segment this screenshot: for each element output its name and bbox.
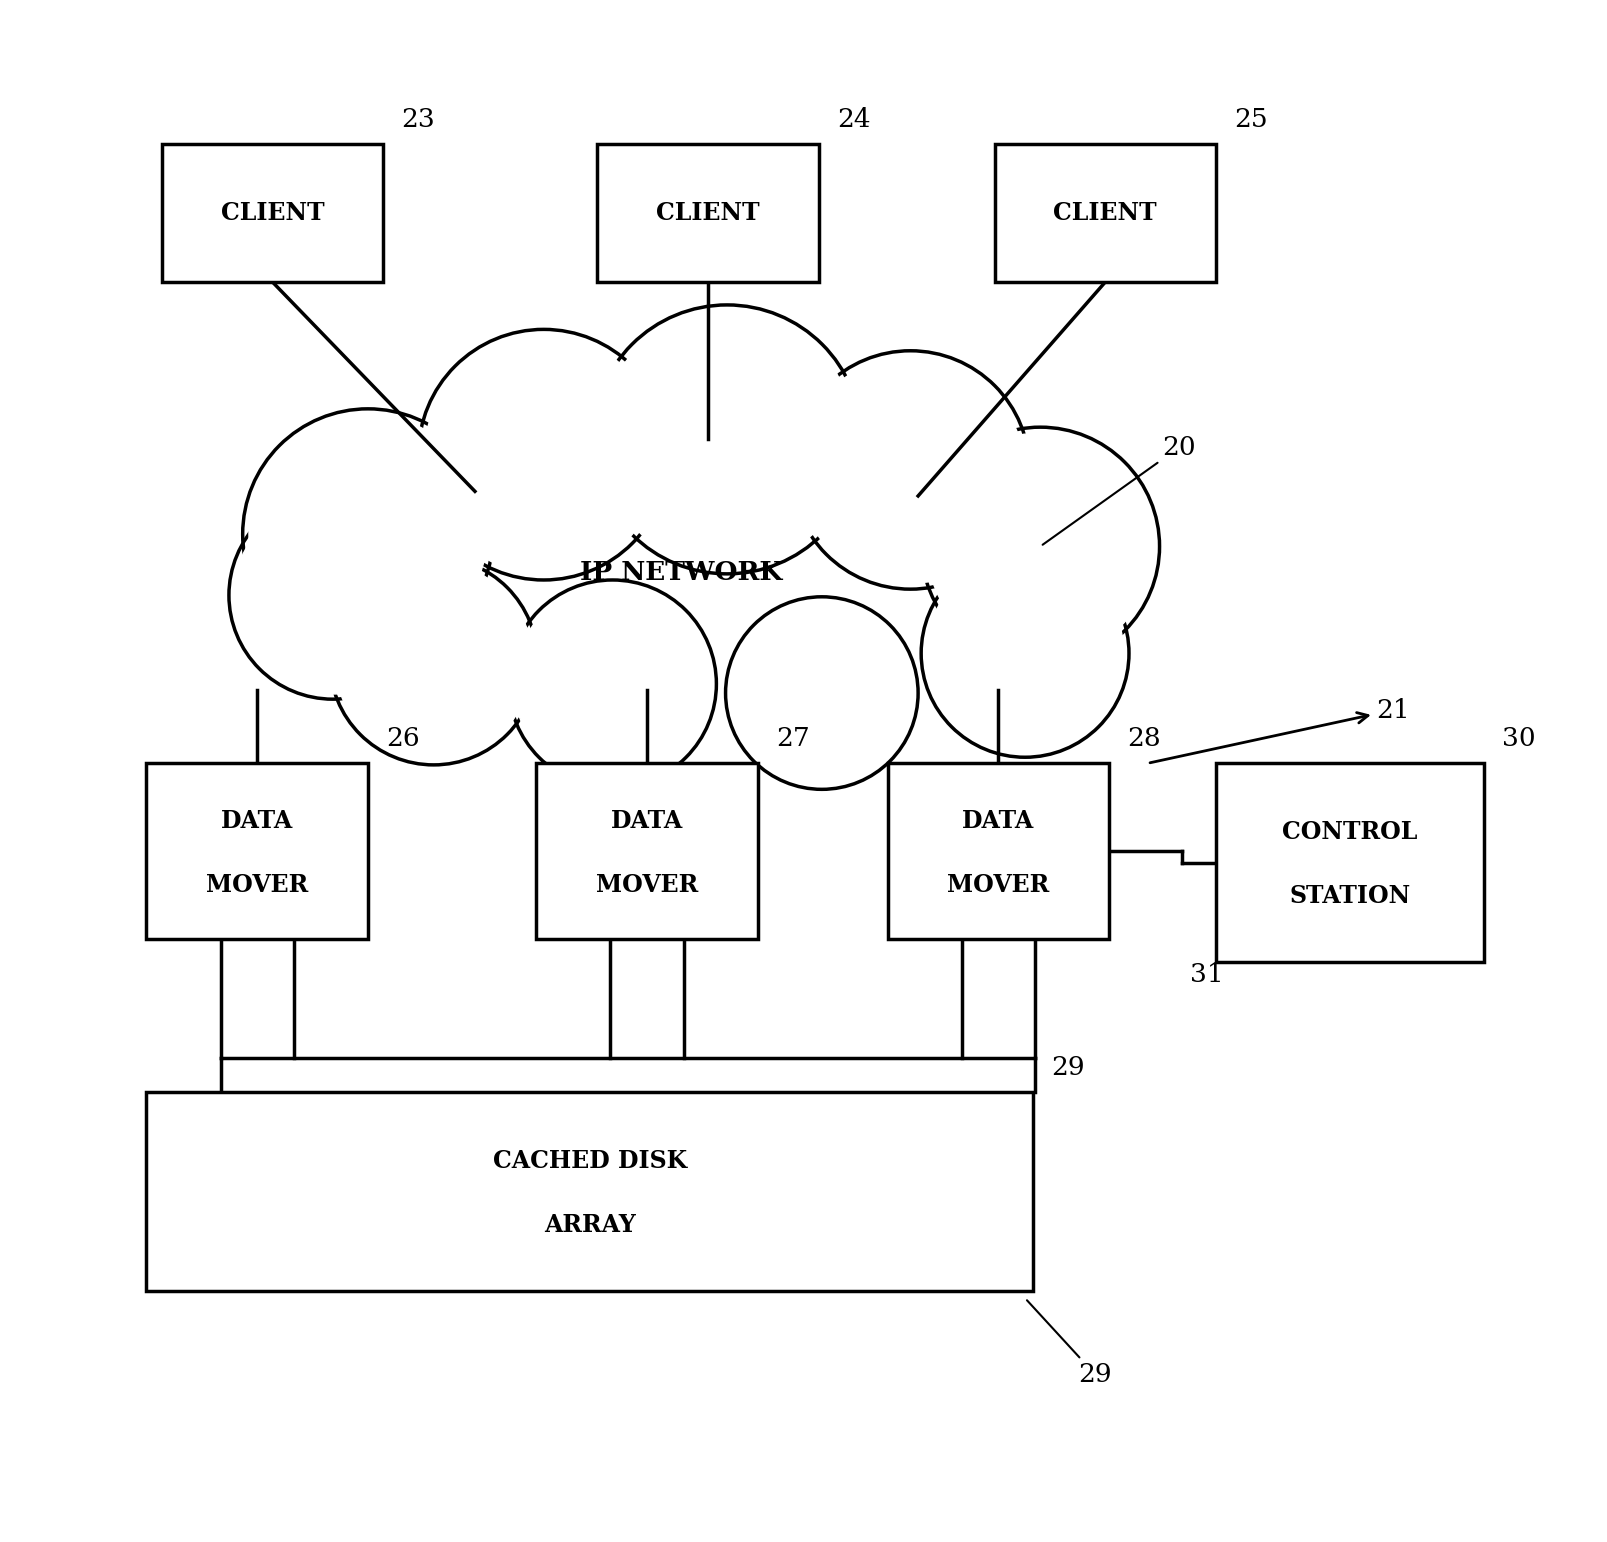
Text: 21: 21 <box>1151 697 1411 763</box>
FancyBboxPatch shape <box>162 145 382 282</box>
Circle shape <box>235 497 432 694</box>
Text: 20: 20 <box>1043 435 1196 544</box>
Circle shape <box>926 555 1123 752</box>
Circle shape <box>593 305 861 574</box>
Circle shape <box>228 492 437 699</box>
Text: 29: 29 <box>1027 1300 1112 1388</box>
Text: 31: 31 <box>1191 962 1225 987</box>
Text: 27: 27 <box>776 726 810 751</box>
Circle shape <box>329 557 538 765</box>
Text: MOVER: MOVER <box>206 873 309 897</box>
Circle shape <box>418 330 669 580</box>
FancyBboxPatch shape <box>887 763 1109 939</box>
FancyBboxPatch shape <box>1216 763 1483 962</box>
Text: DATA: DATA <box>963 808 1035 833</box>
FancyBboxPatch shape <box>598 145 820 282</box>
Circle shape <box>334 563 532 760</box>
Circle shape <box>921 427 1160 666</box>
Circle shape <box>927 433 1154 660</box>
Text: MOVER: MOVER <box>596 873 697 897</box>
Text: DATA: DATA <box>611 808 683 833</box>
Text: MOVER: MOVER <box>947 873 1049 897</box>
Text: CONTROL: CONTROL <box>1282 820 1417 843</box>
Circle shape <box>514 584 712 783</box>
Circle shape <box>243 409 493 660</box>
FancyBboxPatch shape <box>146 763 368 939</box>
Text: 25: 25 <box>1234 108 1268 133</box>
Text: STATION: STATION <box>1289 884 1411 908</box>
Circle shape <box>508 580 717 788</box>
Circle shape <box>791 350 1030 589</box>
FancyBboxPatch shape <box>537 763 757 939</box>
Text: ARRAY: ARRAY <box>543 1214 635 1237</box>
Circle shape <box>921 549 1130 757</box>
Text: 28: 28 <box>1128 726 1162 751</box>
Text: 29: 29 <box>1051 1055 1085 1079</box>
Circle shape <box>424 336 662 574</box>
Circle shape <box>797 356 1024 583</box>
Text: 30: 30 <box>1503 726 1535 751</box>
Text: CLIENT: CLIENT <box>1054 202 1157 225</box>
FancyBboxPatch shape <box>995 145 1216 282</box>
Text: 26: 26 <box>386 726 419 751</box>
Text: IP NETWORK: IP NETWORK <box>580 560 783 584</box>
Polygon shape <box>162 274 1231 825</box>
FancyBboxPatch shape <box>146 1092 1033 1291</box>
Circle shape <box>249 415 487 654</box>
Text: 23: 23 <box>402 108 435 133</box>
Text: DATA: DATA <box>222 808 294 833</box>
Text: CLIENT: CLIENT <box>656 202 760 225</box>
Circle shape <box>730 601 913 785</box>
Circle shape <box>599 311 855 567</box>
Text: CACHED DISK: CACHED DISK <box>492 1149 686 1172</box>
Text: 24: 24 <box>837 108 871 133</box>
Text: CLIENT: CLIENT <box>220 202 325 225</box>
Circle shape <box>726 597 918 790</box>
